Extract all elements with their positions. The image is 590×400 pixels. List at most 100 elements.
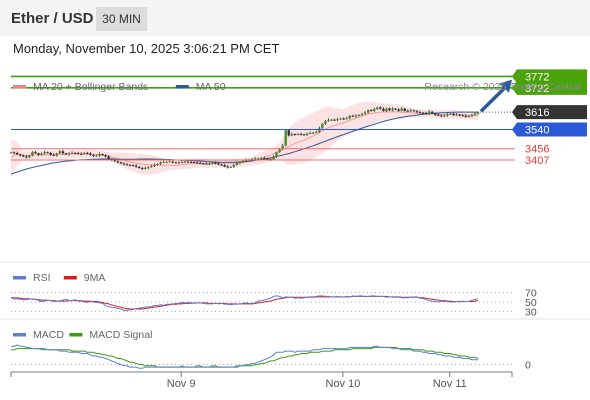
candle-body bbox=[156, 163, 159, 165]
candle-body bbox=[101, 154, 104, 156]
candle-body bbox=[290, 134, 294, 136]
candle-body bbox=[330, 119, 333, 121]
rsi-legend-label: 9MA bbox=[84, 272, 106, 284]
candle-body bbox=[324, 121, 327, 124]
candle bbox=[208, 162, 211, 165]
candle bbox=[9, 151, 13, 154]
candle bbox=[70, 151, 74, 155]
candle-body bbox=[275, 152, 278, 157]
candle-body bbox=[473, 113, 477, 115]
level-pivot-3540-label: 3540 bbox=[525, 125, 549, 137]
candle bbox=[305, 132, 309, 137]
candle-body bbox=[214, 162, 217, 164]
candle bbox=[385, 107, 388, 113]
candle bbox=[220, 163, 223, 167]
candle bbox=[452, 112, 455, 117]
candle bbox=[427, 110, 431, 116]
timeframe-button[interactable]: 30 MIN bbox=[96, 7, 147, 31]
candle-body bbox=[183, 161, 187, 163]
instrument-title: Ether / USD bbox=[11, 10, 94, 27]
candle bbox=[284, 129, 287, 147]
candle-body bbox=[28, 155, 31, 158]
candle-body bbox=[244, 160, 248, 162]
candle bbox=[223, 163, 226, 168]
candle bbox=[476, 111, 480, 115]
candle bbox=[150, 164, 153, 168]
candle-body bbox=[43, 152, 46, 154]
candle-body bbox=[339, 118, 342, 120]
candle bbox=[330, 118, 333, 122]
candle bbox=[379, 106, 382, 110]
candle bbox=[443, 114, 446, 117]
macd-tick-0: 0 bbox=[525, 360, 531, 372]
candle-body bbox=[342, 118, 345, 120]
candle-body bbox=[287, 130, 290, 136]
candle bbox=[327, 118, 330, 122]
candle-body bbox=[305, 133, 309, 136]
candle-body bbox=[403, 108, 406, 111]
candle bbox=[12, 151, 16, 155]
candle bbox=[257, 157, 260, 160]
candle bbox=[467, 115, 471, 118]
candle-body bbox=[113, 160, 116, 162]
candle bbox=[46, 151, 49, 154]
candle-body bbox=[125, 164, 129, 166]
source-credit: Research © 2025 Trading Central bbox=[424, 81, 581, 93]
candle-body bbox=[116, 161, 120, 163]
candle bbox=[263, 156, 266, 160]
candle-body bbox=[461, 115, 464, 117]
candle bbox=[226, 165, 229, 169]
candle bbox=[211, 161, 214, 165]
last-price-tag bbox=[512, 105, 587, 120]
candle-body bbox=[434, 113, 437, 115]
macd-legend-label: MACD bbox=[33, 329, 64, 341]
candle bbox=[89, 151, 92, 156]
price-legend-label: MA 20 + Bollinger Bands bbox=[33, 81, 148, 93]
target-arrow-head bbox=[499, 79, 512, 93]
candle bbox=[199, 161, 202, 165]
candle-body bbox=[388, 108, 391, 111]
candle-body bbox=[235, 163, 239, 165]
candle-body bbox=[180, 162, 184, 164]
candle bbox=[333, 118, 336, 121]
candle-body bbox=[467, 116, 471, 118]
rsi-legend-swatch bbox=[13, 276, 26, 280]
candle-body bbox=[321, 123, 324, 129]
candle bbox=[73, 152, 77, 155]
candle-body bbox=[192, 162, 196, 164]
candle-body bbox=[211, 162, 214, 164]
candle-body bbox=[376, 107, 379, 110]
macd-legend-swatch bbox=[13, 333, 26, 337]
candle-body bbox=[260, 158, 263, 160]
candle-body bbox=[189, 161, 193, 163]
candle-body bbox=[394, 108, 397, 110]
candle-body bbox=[137, 166, 141, 168]
candle bbox=[147, 166, 150, 170]
candle-body bbox=[171, 161, 174, 163]
candle-body bbox=[86, 152, 89, 154]
candle bbox=[434, 112, 437, 117]
candle-body bbox=[406, 110, 409, 112]
level-support-3407-label: 3407 bbox=[525, 155, 549, 167]
candle-body bbox=[232, 165, 236, 167]
candle-body bbox=[443, 115, 446, 117]
candle-body bbox=[476, 112, 480, 114]
candle-body bbox=[128, 164, 132, 166]
candle-body bbox=[25, 156, 28, 158]
candle-body bbox=[195, 162, 199, 164]
candle bbox=[415, 110, 419, 114]
candle bbox=[366, 109, 370, 114]
candle bbox=[195, 161, 199, 165]
candle bbox=[290, 132, 294, 137]
candle-body bbox=[61, 151, 65, 154]
candle bbox=[440, 114, 443, 118]
candle-body bbox=[315, 131, 318, 133]
candle bbox=[31, 151, 34, 157]
candle bbox=[205, 162, 208, 165]
price-legend-swatch bbox=[175, 85, 189, 89]
candle-body bbox=[385, 108, 388, 111]
candle bbox=[98, 152, 101, 157]
last-price-label: 3616 bbox=[525, 107, 549, 119]
candle bbox=[473, 112, 477, 116]
